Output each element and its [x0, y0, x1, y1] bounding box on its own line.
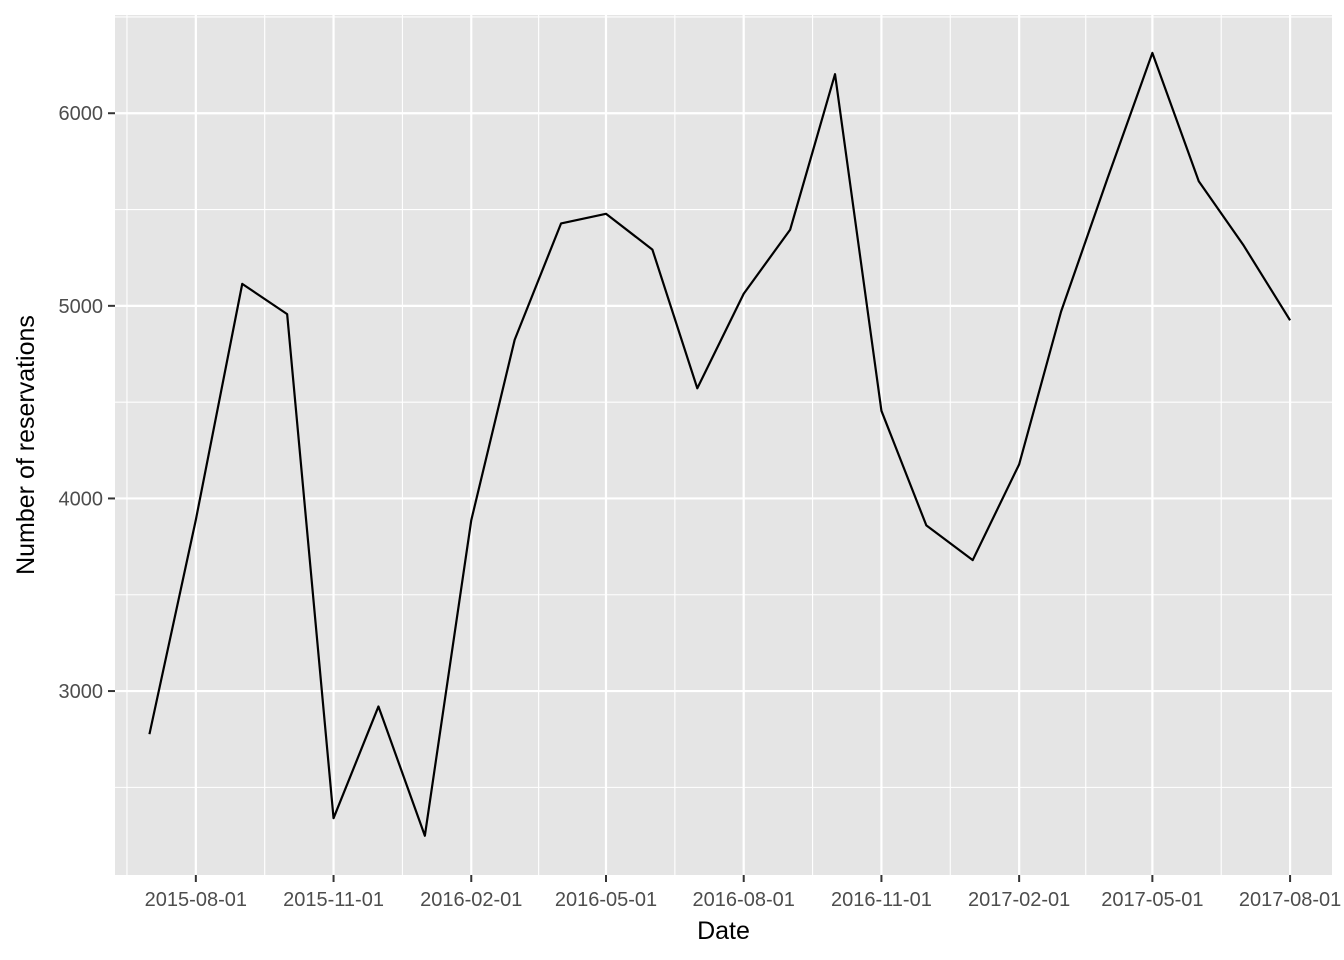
x-axis: 2015-08-01 2015-11-01 2016-02-01 2016-05-01… [145, 875, 1341, 911]
major-gridlines [115, 15, 1332, 875]
y-tick-label: 3000 [59, 681, 104, 703]
series-line [148, 51, 1292, 837]
x-tick-label: 2016-08-01 [693, 889, 795, 911]
x-tick-label: 2016-11-01 [831, 889, 932, 911]
x-tick-label: 2017-08-01 [1239, 889, 1341, 911]
y-tick-label: 5000 [59, 296, 104, 318]
y-axis: 3000 4000 5000 6000 [59, 103, 115, 703]
x-tick-label: 2015-11-01 [283, 889, 384, 911]
x-tick-label: 2016-02-01 [420, 889, 522, 911]
plot-panel [115, 15, 1332, 875]
y-tick-label: 6000 [59, 103, 104, 125]
minor-gridlines [115, 15, 1332, 875]
y-tick-label: 4000 [59, 488, 104, 510]
series-layer [148, 51, 1292, 837]
x-axis-title: Date [697, 917, 750, 945]
x-tick-label: 2015-08-01 [145, 889, 247, 911]
x-tick-label: 2016-05-01 [555, 889, 657, 911]
y-axis-title: Number of reservations [12, 315, 40, 575]
x-tick-label: 2017-02-01 [968, 889, 1070, 911]
x-tick-label: 2017-05-01 [1101, 889, 1203, 911]
